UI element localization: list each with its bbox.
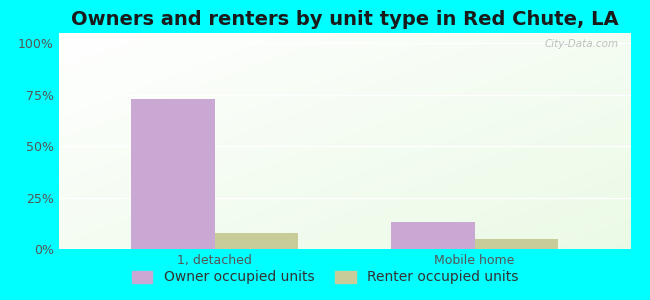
Text: City-Data.com: City-Data.com: [545, 40, 619, 50]
Bar: [214, 232, 298, 249]
Legend: Owner occupied units, Renter occupied units: Owner occupied units, Renter occupied un…: [126, 265, 524, 290]
Title: Owners and renters by unit type in Red Chute, LA: Owners and renters by unit type in Red C…: [71, 10, 618, 29]
Bar: [474, 239, 558, 249]
Bar: [131, 99, 214, 249]
Bar: [391, 222, 474, 249]
